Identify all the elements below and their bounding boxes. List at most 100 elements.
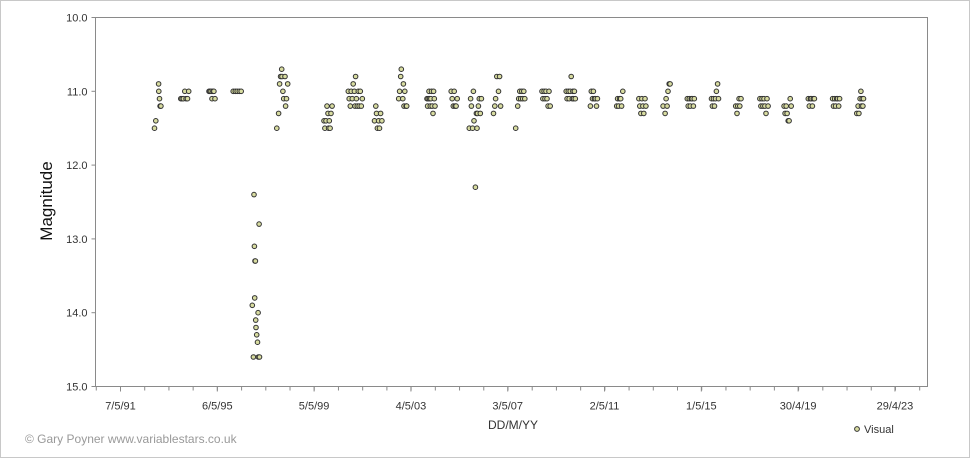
data-point — [512, 125, 519, 131]
data-point — [400, 81, 407, 87]
data-point — [256, 354, 263, 360]
data-point — [357, 88, 364, 95]
data-point — [691, 95, 698, 102]
data-point — [836, 95, 843, 102]
y-tick-label: 15.0 — [66, 382, 87, 394]
data-point — [492, 95, 499, 102]
credit-text: © Gary Poyner www.variablestars.co.uk — [25, 432, 238, 446]
data-point — [155, 81, 162, 87]
data-point — [474, 125, 480, 131]
data-point — [617, 95, 624, 102]
y-axis: 10.0 11.0 12.0 13.0 14.0 15.0 — [66, 13, 96, 394]
data-point — [249, 302, 256, 309]
data-point — [253, 332, 260, 338]
data-point — [184, 95, 191, 102]
data-point — [276, 81, 283, 87]
data-point — [402, 88, 408, 95]
data-point — [835, 103, 842, 109]
data-point — [495, 88, 502, 95]
x-axis-title: DD/M/YY — [488, 418, 538, 432]
data-point — [250, 354, 257, 360]
data-point — [618, 103, 625, 109]
data-point — [496, 73, 503, 80]
data-point — [477, 110, 484, 117]
data-point — [568, 73, 575, 80]
data-point — [734, 110, 740, 117]
data-point — [350, 81, 357, 87]
data-point — [472, 184, 479, 190]
data-point — [492, 103, 498, 109]
x-tick-label: 2/5/11 — [590, 401, 620, 413]
data-point — [714, 81, 721, 87]
data-point — [379, 118, 385, 124]
data-point — [400, 95, 406, 102]
data-point — [156, 95, 163, 102]
data-point — [284, 81, 291, 87]
data-point — [359, 95, 366, 102]
data-point — [282, 103, 289, 109]
data-point — [784, 110, 790, 117]
data-point — [253, 324, 259, 331]
data-point — [454, 95, 461, 102]
data-point — [856, 110, 862, 117]
data-point — [667, 81, 673, 87]
data-point — [252, 317, 259, 323]
data-point — [324, 103, 330, 109]
data-point — [278, 66, 285, 72]
data-point — [475, 103, 482, 109]
data-point — [212, 95, 218, 102]
data-point — [811, 95, 818, 102]
data-point — [787, 95, 794, 102]
data-point — [664, 103, 670, 109]
data-point — [252, 258, 259, 264]
data-point — [643, 103, 649, 109]
x-axis: 7/5/91 6/5/95 5/5/99 4/5/03 3/5/07 2/5/11 1/5/… — [95, 386, 921, 413]
data-point — [788, 103, 795, 109]
data-point — [251, 295, 258, 301]
data-point — [737, 103, 743, 109]
data-point — [713, 88, 720, 95]
data-point — [858, 88, 864, 95]
data-point — [251, 191, 257, 198]
y-axis-title: Magnitude — [37, 161, 56, 240]
data-point — [283, 95, 290, 102]
data-point — [430, 110, 436, 117]
data-point — [765, 103, 771, 109]
data-point — [398, 66, 405, 72]
data-point — [251, 243, 258, 250]
data-point — [764, 95, 770, 102]
data-point — [544, 95, 550, 102]
y-tick-label: 12.0 — [66, 160, 87, 172]
data-point — [594, 95, 601, 102]
data-point — [358, 103, 365, 109]
data-point — [352, 73, 359, 80]
data-point — [185, 88, 192, 95]
data-point — [449, 95, 456, 102]
data-point — [373, 103, 379, 109]
x-tick-label: 3/5/07 — [492, 401, 523, 413]
data-point — [353, 95, 360, 102]
data-point — [282, 73, 288, 80]
data-point — [860, 95, 867, 102]
x-tick-label: 29/4/23 — [877, 401, 914, 413]
data-point — [514, 103, 521, 109]
x-tick-label: 4/5/03 — [396, 401, 427, 413]
data-point — [786, 118, 792, 124]
plot-area — [95, 17, 928, 387]
data-points — [151, 66, 867, 360]
data-point — [763, 110, 769, 117]
data-point — [715, 95, 722, 102]
data-point — [738, 95, 744, 102]
data-point — [275, 110, 282, 117]
y-tick-label: 13.0 — [66, 234, 87, 246]
data-point — [453, 103, 459, 109]
data-point — [809, 103, 816, 109]
data-point — [522, 95, 528, 102]
data-point — [328, 110, 334, 117]
data-point — [451, 88, 458, 95]
x-tick-label: 7/5/91 — [105, 401, 136, 413]
data-point — [590, 88, 597, 95]
data-point — [471, 118, 477, 124]
data-point — [376, 125, 383, 131]
